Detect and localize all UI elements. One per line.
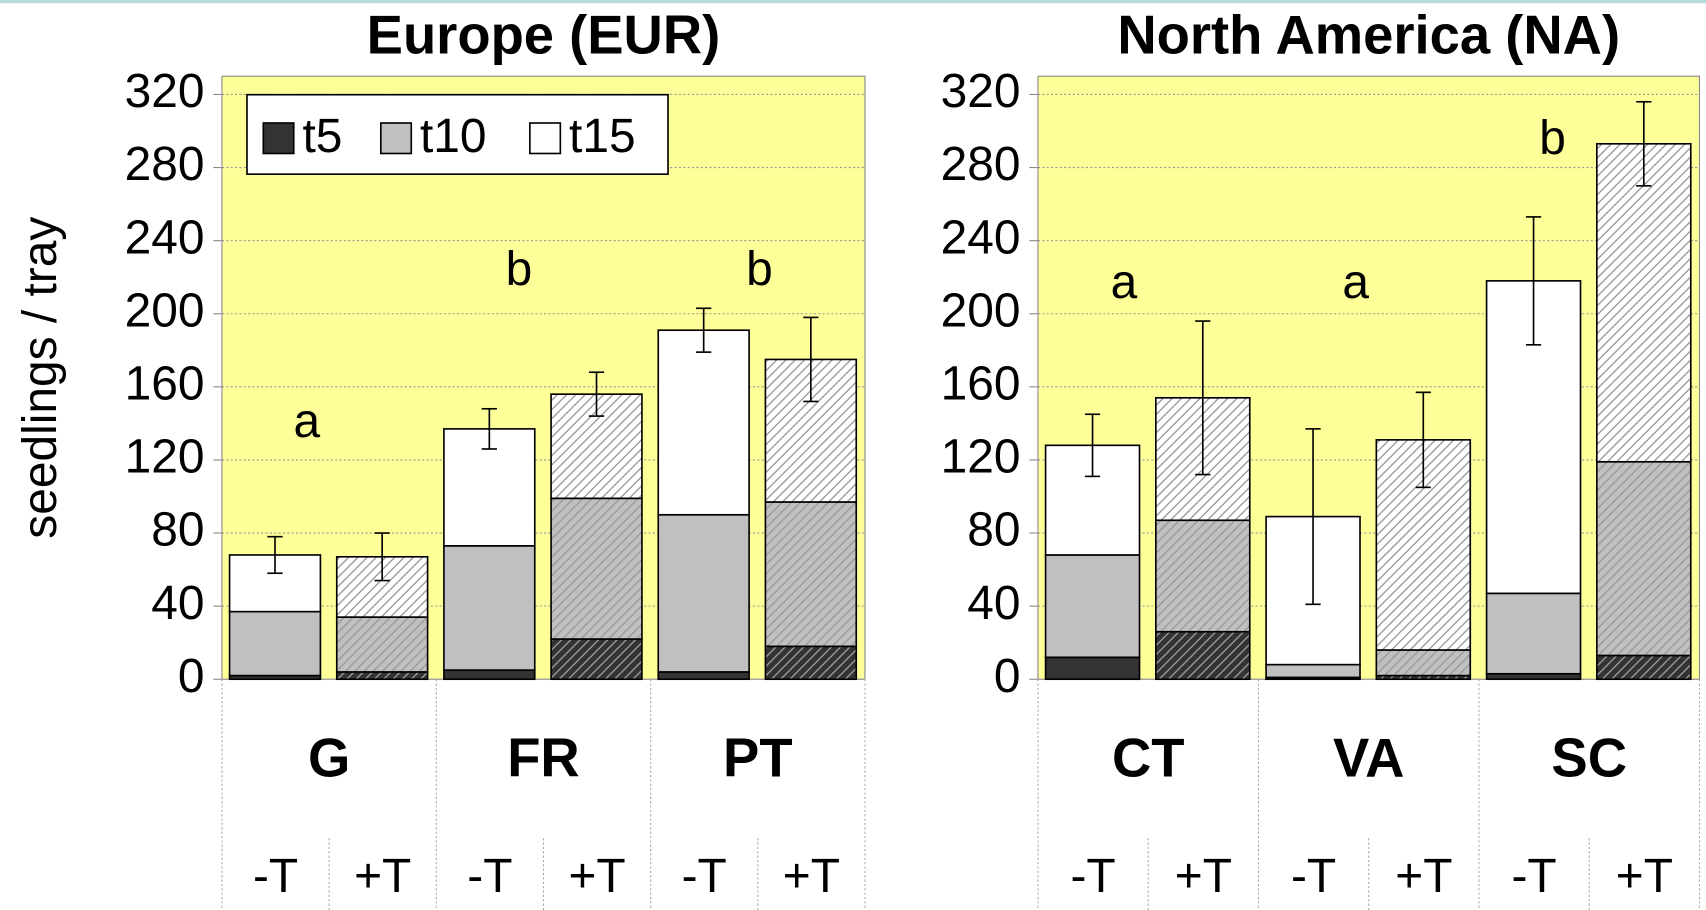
bar-segment <box>335 616 429 673</box>
y-tick-label: 160 <box>125 357 205 410</box>
error-bar <box>1084 413 1101 478</box>
bar-segment <box>764 645 858 681</box>
bar-segment <box>657 329 750 516</box>
y-tick-label: 320 <box>941 65 1021 118</box>
bar-segment <box>657 671 750 681</box>
error-bar <box>1305 428 1321 606</box>
chart-title: North America (NA) <box>1117 5 1620 66</box>
x-tick-label: +T <box>354 850 411 903</box>
bar-segment <box>228 610 322 677</box>
bar-segment <box>443 669 536 681</box>
x-tick-label: +T <box>568 850 625 903</box>
group-label: PT <box>723 727 793 788</box>
y-tick-label: 80 <box>967 504 1020 557</box>
error-bar <box>1415 391 1431 489</box>
legend-label: t5 <box>302 110 342 163</box>
significance-letter: a <box>294 395 321 448</box>
bar-segment <box>1044 554 1141 659</box>
bar-segment <box>443 545 536 671</box>
error-bar <box>696 307 712 353</box>
x-tick-label: +T <box>1616 850 1673 903</box>
error-bar <box>588 371 605 417</box>
bar-segment <box>550 638 643 681</box>
group-label: FR <box>507 727 580 788</box>
y-tick-label: 280 <box>125 138 205 191</box>
x-tick-label: -T <box>1512 850 1557 903</box>
x-tick-label: +T <box>1395 850 1452 903</box>
bar-segment <box>1044 656 1141 681</box>
bar-segment <box>1596 460 1692 657</box>
bar-segment <box>764 501 858 648</box>
legend-swatch <box>529 122 562 155</box>
x-tick-label: +T <box>1175 850 1232 903</box>
significance-letter: b <box>1539 112 1566 165</box>
y-tick-label: 160 <box>941 357 1021 410</box>
y-tick-label: 280 <box>941 138 1021 191</box>
x-tick-label: -T <box>682 850 727 903</box>
y-tick-label: 200 <box>941 284 1021 337</box>
plot-area <box>221 75 866 680</box>
legend-swatch <box>379 122 413 155</box>
error-bar <box>481 407 497 450</box>
significance-letter: a <box>1111 256 1138 309</box>
y-tick-label: 200 <box>125 284 205 337</box>
bar-segment <box>335 671 429 681</box>
legend: t5 t10 t15 <box>246 93 669 175</box>
bar-segment <box>1485 592 1582 675</box>
y-tick-label: 0 <box>994 650 1021 703</box>
y-tick-label: 120 <box>941 431 1021 484</box>
x-tick-label: -T <box>467 850 512 903</box>
error-bar <box>374 532 390 582</box>
legend-swatch <box>262 122 295 155</box>
x-tick-label: -T <box>1070 850 1115 903</box>
y-tick-label: 320 <box>125 65 205 118</box>
group-label: VA <box>1333 727 1405 788</box>
group-label: G <box>308 727 350 788</box>
y-axis-label: seedlings / tray <box>14 217 67 539</box>
group-label: CT <box>1112 727 1185 788</box>
legend-label: t15 <box>569 110 636 163</box>
y-tick-label: 40 <box>151 577 204 630</box>
error-bar <box>267 535 283 575</box>
bar-segment <box>443 428 536 547</box>
bar-segment <box>1155 630 1251 681</box>
y-tick-label: 0 <box>178 650 205 703</box>
significance-letter: a <box>1342 256 1369 309</box>
significance-letter: b <box>506 243 533 296</box>
bar-segment <box>1155 519 1251 633</box>
bar-segment <box>1596 654 1692 681</box>
error-bar <box>803 316 819 403</box>
bar-segment <box>1375 649 1472 677</box>
plot-area <box>1037 75 1701 680</box>
error-bar <box>1195 320 1211 476</box>
error-bar <box>1525 216 1542 346</box>
y-tick-label: 240 <box>125 211 205 264</box>
x-tick-label: -T <box>1291 850 1336 903</box>
y-tick-label: 80 <box>151 504 204 557</box>
error-bar <box>1636 100 1652 187</box>
significance-letter: b <box>746 243 773 296</box>
y-tick-label: 240 <box>941 211 1021 264</box>
chart-title: Europe (EUR) <box>367 5 721 66</box>
bar-segment <box>550 497 643 640</box>
legend-label: t10 <box>420 110 487 163</box>
bar-segment <box>1265 663 1361 679</box>
y-tick-label: 120 <box>125 431 205 484</box>
x-tick-label: -T <box>253 850 298 903</box>
bar-segment <box>657 513 750 673</box>
x-tick-label: +T <box>783 850 840 903</box>
legend-box <box>246 93 669 175</box>
bar-segment <box>1596 142 1692 463</box>
y-tick-label: 40 <box>967 577 1020 630</box>
bar-segment <box>1485 672 1582 681</box>
top-strip <box>0 0 1706 4</box>
group-label: SC <box>1551 727 1627 788</box>
